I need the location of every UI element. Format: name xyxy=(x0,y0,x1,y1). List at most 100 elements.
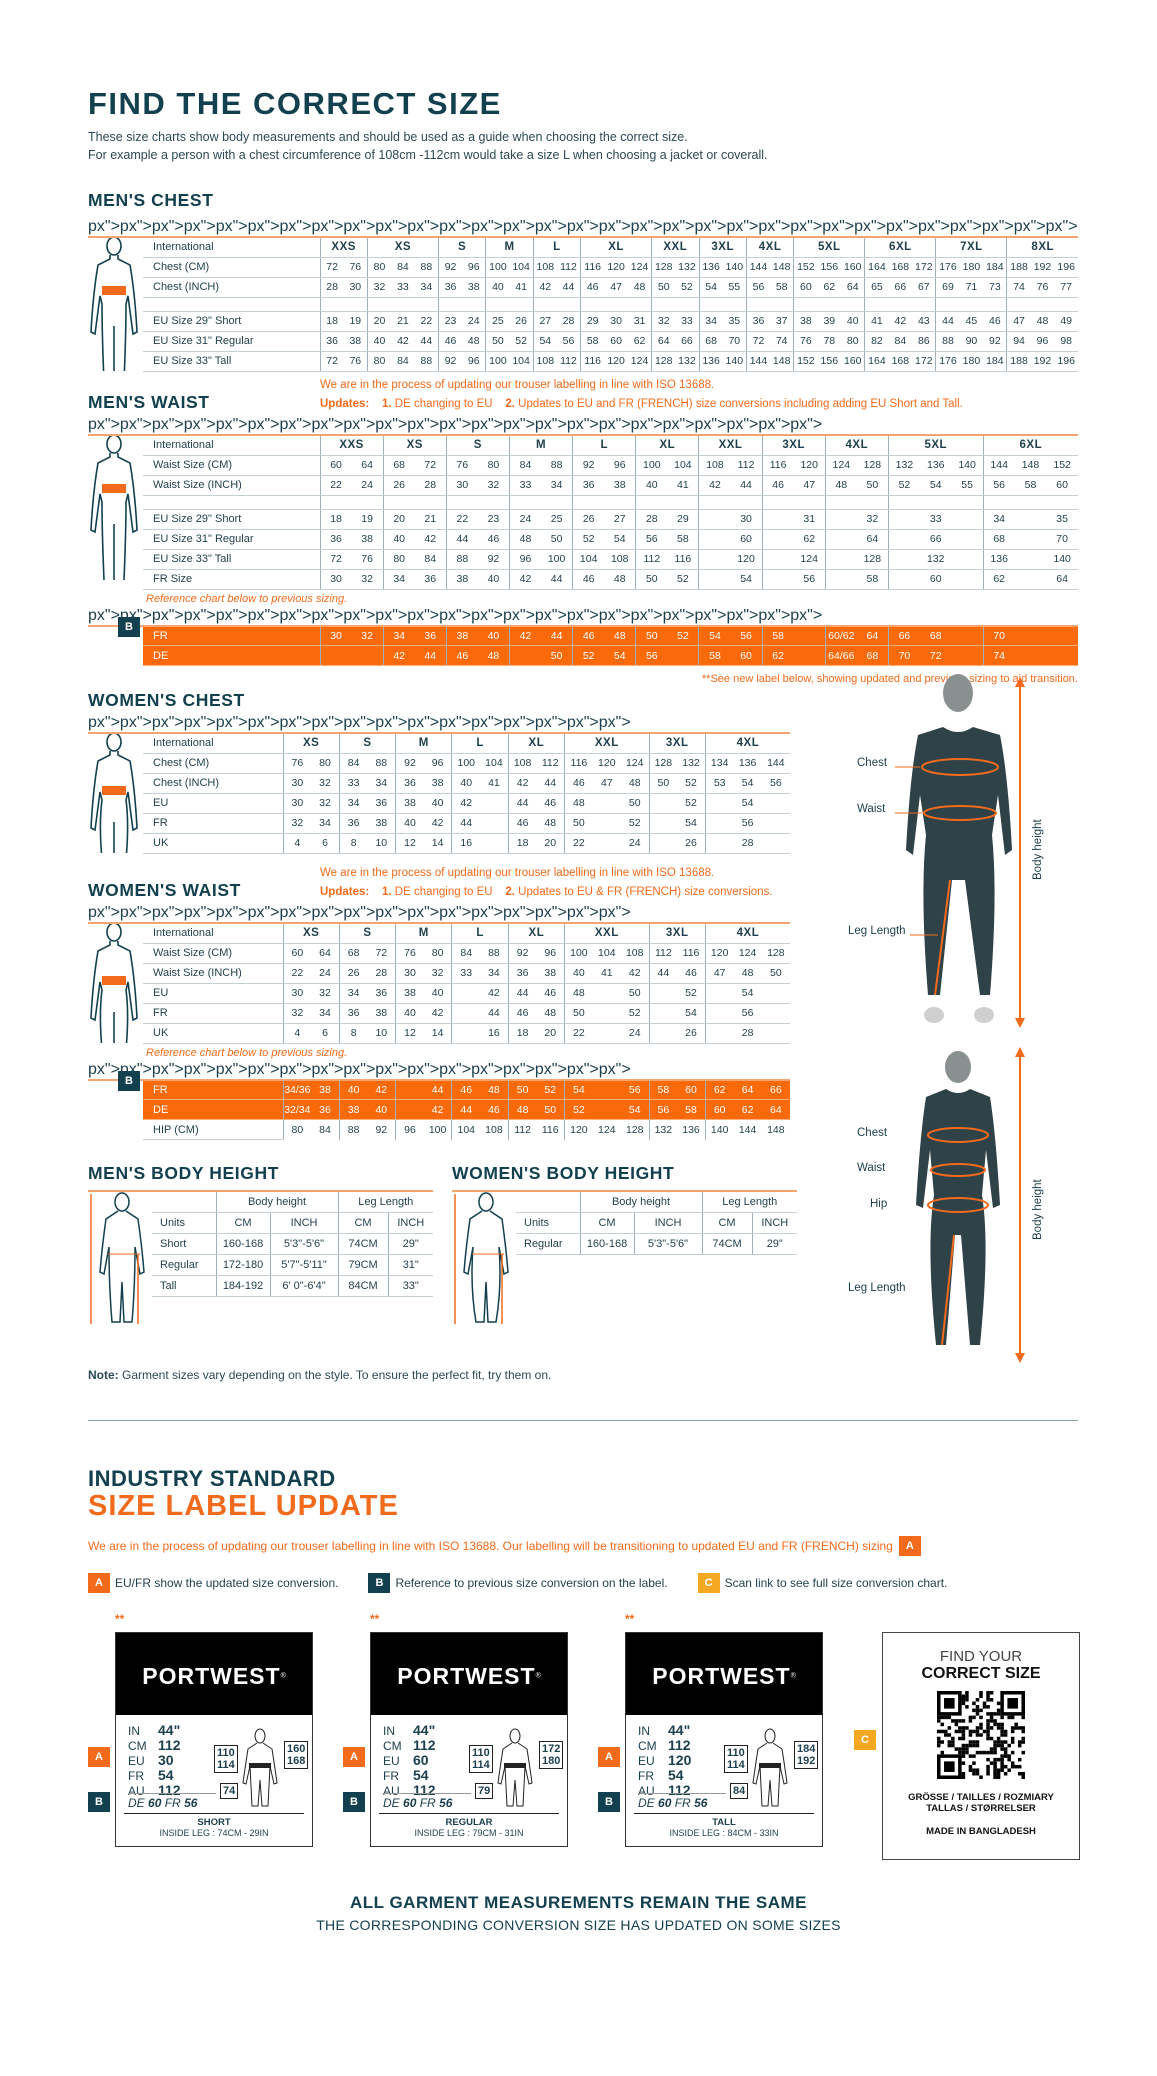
womens-waist-heading: WOMEN'S WAIST xyxy=(88,880,241,900)
row-label: HIP (CM) xyxy=(143,1119,283,1140)
table-cell: 14 xyxy=(423,833,452,854)
table-cell: 104 xyxy=(509,257,534,278)
table-cell xyxy=(704,793,734,814)
table-cell xyxy=(592,1003,621,1024)
row-label: International xyxy=(143,236,320,258)
table-cell: 46 xyxy=(477,529,510,550)
table-cell: 58 xyxy=(580,331,605,352)
made-in: MADE IN BANGLADESH xyxy=(926,1826,1036,1837)
size-xs: XS xyxy=(366,236,439,258)
table-cell: 196 xyxy=(1054,351,1078,372)
label-header: PORTWEST® xyxy=(116,1633,312,1715)
table-cell: 54 xyxy=(564,1078,593,1100)
size-m: M xyxy=(395,732,452,754)
female-leg-length-label: Leg Length xyxy=(848,1282,906,1294)
mens-waist-table: px">px">px">px">px">px">px">px">px">px">… xyxy=(88,416,1078,689)
table-cell: 54 xyxy=(620,1099,650,1120)
table-cell xyxy=(951,529,984,550)
table-cell: 23 xyxy=(437,311,463,332)
table-cell: 180 xyxy=(959,351,984,372)
table-cell: 48 xyxy=(604,569,636,590)
table-cell: 156 xyxy=(817,351,842,372)
intro-line: These size charts show body measurements… xyxy=(88,130,688,144)
table-cell: 44 xyxy=(423,1078,452,1100)
table-cell: 74CM xyxy=(337,1233,389,1255)
leg-length-col: Leg Length xyxy=(337,1190,434,1213)
table-cell: 48 xyxy=(462,331,486,352)
size-3xl: 3XL xyxy=(698,236,747,258)
table-cell xyxy=(704,1003,734,1024)
table-cell xyxy=(480,813,509,834)
table-cell: 88 xyxy=(541,455,573,476)
table-cell: 100 xyxy=(564,943,593,964)
update-2: Updates to EU and FR (FRENCH) size conve… xyxy=(518,398,963,410)
table-cell: 98 xyxy=(1054,331,1078,352)
table-cell: 140 xyxy=(722,257,747,278)
size-4xl: 4XL xyxy=(824,434,889,456)
size-3xl: 3XL xyxy=(761,434,826,456)
table-cell: 148 xyxy=(770,257,794,278)
table-cell: 168 xyxy=(888,351,913,372)
womens-chest-heading: WOMEN'S CHEST xyxy=(88,690,245,710)
table-cell: 30 xyxy=(445,475,478,496)
male-leg-length-label: Leg Length xyxy=(848,925,906,937)
table-cell: 96 xyxy=(423,753,452,774)
table-cell xyxy=(761,833,790,854)
figure-cell xyxy=(88,922,143,1043)
updates-label: Updates: xyxy=(320,398,370,410)
table-cell: 144 xyxy=(761,753,790,774)
table-cell: 152 xyxy=(1046,455,1078,476)
label-sizes: IN 44" CM 112 EU 120 FR 54 AU 112 xyxy=(638,1723,691,1798)
height-max: 192 xyxy=(797,1755,816,1767)
table-cell: 50 xyxy=(485,331,510,352)
table-cell: 70 xyxy=(1046,529,1078,550)
table-cell: 96 xyxy=(462,351,486,372)
table-cell: 40 xyxy=(395,813,424,834)
size-5xl: 5XL xyxy=(887,434,984,456)
table-cell: 50 xyxy=(541,529,573,550)
table-cell: 68 xyxy=(856,645,889,666)
badge-a: A xyxy=(88,1747,110,1767)
size-s: S xyxy=(338,732,396,754)
table-cell: 80 xyxy=(841,331,865,352)
table-cell: 68 xyxy=(698,331,723,352)
table-cell: 40 xyxy=(366,331,392,352)
label-sizes: IN 44" CM 112 EU 60 FR 54 AU 112 xyxy=(383,1723,436,1798)
size-3xl: 3XL xyxy=(648,732,706,754)
table-cell: 72 xyxy=(919,645,952,666)
size-value: 44" xyxy=(158,1722,181,1738)
waist-min: 110 xyxy=(217,1747,235,1759)
table-cell: 60 xyxy=(282,943,312,964)
table-cell xyxy=(824,529,857,550)
qr-code[interactable] xyxy=(936,1690,1026,1780)
size-key: IN xyxy=(638,1724,650,1738)
table-cell xyxy=(824,569,857,590)
table-cell: 26 xyxy=(677,1023,706,1044)
table-cell: 22 xyxy=(564,1023,593,1044)
row-label: DE xyxy=(143,1099,283,1120)
table-cell: 54 xyxy=(532,331,557,352)
table-cell: 96 xyxy=(462,257,486,278)
table-cell: 14 xyxy=(423,1023,452,1044)
table-cell xyxy=(704,983,734,1004)
table-cell: 6 xyxy=(311,1023,340,1044)
table-cell: 4 xyxy=(282,833,312,854)
table-cell: 55 xyxy=(951,475,984,496)
size-xs: XS xyxy=(282,922,340,944)
label-footer: TALL INSIDE LEG : 84CM - 33IN xyxy=(634,1813,814,1839)
table-cell: 42 xyxy=(532,277,557,298)
table-cell: 100 xyxy=(541,549,573,570)
table-cell: 55 xyxy=(722,277,747,298)
table-cell xyxy=(761,1003,790,1024)
label-figure-icon xyxy=(752,1728,788,1807)
table-cell: 184 xyxy=(983,257,1007,278)
label-figure-icon xyxy=(242,1728,278,1807)
table-cell: 116 xyxy=(580,257,605,278)
table-cell: 58 xyxy=(770,277,794,298)
table-cell: 172 xyxy=(912,351,936,372)
label-update-intro: We are in the process of updating our tr… xyxy=(88,1536,921,1556)
size-key: IN xyxy=(383,1724,395,1738)
row-label: International xyxy=(143,434,320,456)
table-cell: 52 xyxy=(620,813,650,834)
table-cell: 66 xyxy=(761,1078,790,1100)
